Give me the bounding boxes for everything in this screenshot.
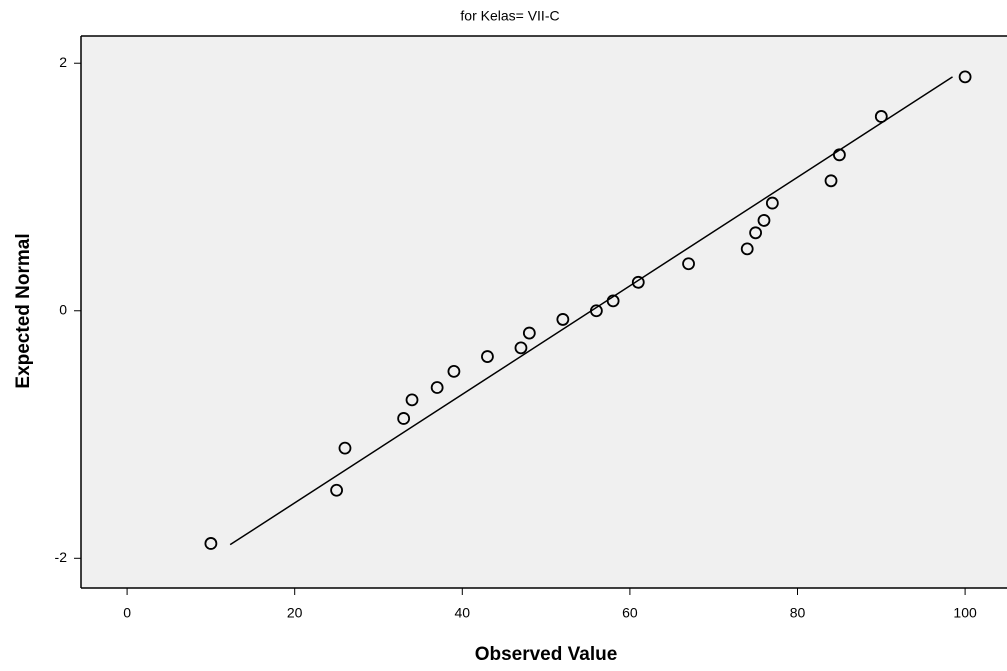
data-point <box>481 350 494 363</box>
data-point <box>514 341 528 355</box>
y-tick-label: -2 <box>55 549 68 565</box>
x-tick-label: 60 <box>622 605 638 621</box>
x-tick-label: 80 <box>790 605 806 621</box>
x-tick-label: 0 <box>123 605 131 621</box>
data-point <box>958 70 972 84</box>
data-point <box>749 226 762 240</box>
data-point <box>338 441 352 455</box>
data-point <box>682 257 695 271</box>
data-point <box>606 294 620 308</box>
data-point <box>765 196 779 210</box>
data-point <box>740 242 754 256</box>
plot-area <box>81 36 1007 588</box>
data-point <box>397 412 411 425</box>
data-point <box>556 313 570 326</box>
data-point <box>405 393 419 407</box>
y-axis-label: Expected Normal <box>13 233 34 388</box>
x-tick-label: 40 <box>455 605 471 621</box>
x-tick-label: 100 <box>953 605 977 621</box>
data-point <box>757 214 771 227</box>
data-point <box>589 304 603 318</box>
data-point <box>631 275 645 289</box>
chart-title: for Kelas= VII-C <box>460 8 559 24</box>
x-tick-label: 20 <box>287 605 303 621</box>
data-point <box>430 381 444 394</box>
data-point <box>832 148 846 162</box>
y-tick-label: 2 <box>59 54 67 70</box>
data-point <box>824 174 838 188</box>
data-point <box>204 537 218 550</box>
data-point <box>447 365 461 378</box>
y-tick-label: 0 <box>59 301 67 317</box>
x-axis-label: Observed Value <box>475 644 618 665</box>
data-point <box>874 110 888 123</box>
data-point <box>330 483 343 497</box>
data-point <box>522 326 536 340</box>
